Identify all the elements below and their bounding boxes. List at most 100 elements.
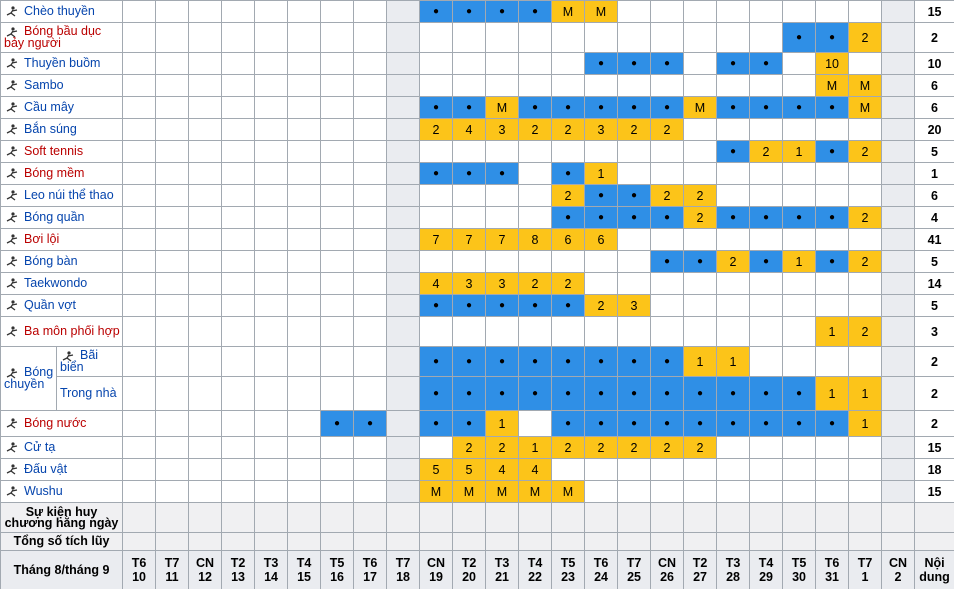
empty-cell [287, 532, 322, 551]
empty-cell [320, 96, 355, 119]
final-cell: 2 [716, 250, 751, 273]
empty-cell [221, 316, 256, 347]
empty-cell [584, 140, 619, 163]
sport-name[interactable]: Bắn súng [0, 118, 124, 141]
empty-cell [122, 74, 157, 97]
empty-cell [782, 532, 817, 551]
empty-cell [221, 480, 256, 503]
final-cell: 2 [551, 184, 586, 207]
empty-cell [320, 376, 355, 411]
event-cell: ● [749, 206, 784, 229]
empty-cell [419, 140, 454, 163]
event-total: 41 [914, 228, 954, 251]
empty-cell [122, 436, 157, 459]
sport-name[interactable]: Cầu mây [0, 96, 124, 119]
summary-label: Tổng số tích lũy [0, 532, 124, 551]
sport-name[interactable]: Soft tennis [0, 140, 124, 163]
day-number: 25 [627, 570, 641, 584]
empty-cell [683, 22, 718, 53]
sport-name[interactable]: Bóng bầu dục bảy người [0, 22, 124, 53]
final-cell: 2 [650, 184, 685, 207]
empty-cell [287, 272, 322, 295]
empty-cell [617, 480, 652, 503]
empty-cell [122, 410, 157, 437]
empty-cell [452, 140, 487, 163]
sport-name[interactable]: Wushu [0, 480, 124, 503]
empty-cell [914, 502, 954, 533]
empty-cell [749, 162, 784, 185]
sport-group[interactable]: Bóng chuyền [0, 346, 57, 411]
empty-cell [617, 272, 652, 295]
final-cell: 3 [485, 272, 520, 295]
empty-cell [287, 52, 322, 75]
sport-icon [6, 190, 18, 201]
empty-cell [155, 480, 190, 503]
empty-cell [617, 74, 652, 97]
sport-name[interactable]: Chèo thuyền [0, 0, 124, 23]
event-cell: ● [485, 0, 520, 23]
day-header: CN 2 [881, 550, 916, 589]
day-number: 24 [594, 570, 608, 584]
event-cell: ● [749, 376, 784, 411]
event-cell: ● [782, 96, 817, 119]
sport-name[interactable]: Bóng nước [0, 410, 124, 437]
sport-name[interactable]: Bóng bàn [0, 250, 124, 273]
final-cell: 2 [683, 206, 718, 229]
empty-cell [749, 458, 784, 481]
day-header: T5 23 [551, 550, 586, 589]
empty-cell [254, 0, 289, 23]
event-cell: ● [749, 250, 784, 273]
event-cell: ● [782, 206, 817, 229]
sport-name[interactable]: Quần vợt [0, 294, 124, 317]
empty-cell [122, 162, 157, 185]
empty-cell [485, 184, 520, 207]
empty-cell [188, 162, 223, 185]
sport-name[interactable]: Đấu vật [0, 458, 124, 481]
final-cell: M [518, 480, 553, 503]
sport-name[interactable]: Ba môn phối hợp [0, 316, 124, 347]
day-header: CN 12 [188, 550, 223, 589]
event-cell: ● [617, 410, 652, 437]
empty-cell [353, 294, 388, 317]
sport-name[interactable]: Taekwondo [0, 272, 124, 295]
final-cell: M [419, 480, 454, 503]
final-cell: 1 [848, 410, 883, 437]
empty-cell [485, 250, 520, 273]
empty-cell [881, 502, 916, 533]
final-cell: 2 [584, 294, 619, 317]
sport-name[interactable]: Trong nhà [55, 376, 124, 411]
sport-name[interactable]: Bóng mềm [0, 162, 124, 185]
sport-name[interactable]: Bãi biển [55, 346, 124, 377]
event-cell: ● [419, 96, 454, 119]
sport-icon [6, 146, 18, 157]
final-cell: 2 [683, 184, 718, 207]
day-header: T7 1 [848, 550, 883, 589]
empty-cell [287, 184, 322, 207]
empty-cell [122, 228, 157, 251]
day-number: 30 [792, 570, 806, 584]
day-number: 12 [198, 570, 212, 584]
sport-name[interactable]: Cử tạ [0, 436, 124, 459]
empty-cell [221, 436, 256, 459]
sport-name[interactable]: Sambo [0, 74, 124, 97]
empty-cell [848, 532, 883, 551]
sport-name[interactable]: Leo núi thể thao [0, 184, 124, 207]
sport-name[interactable]: Bơi lội [0, 228, 124, 251]
empty-cell [881, 480, 916, 503]
empty-cell [485, 532, 520, 551]
day-number: 14 [264, 570, 278, 584]
final-cell: 2 [650, 118, 685, 141]
sport-name[interactable]: Thuyền buồm [0, 52, 124, 75]
empty-cell [848, 162, 883, 185]
empty-cell [551, 316, 586, 347]
event-cell: ● [452, 410, 487, 437]
empty-cell [881, 0, 916, 23]
day-header: T7 25 [617, 550, 652, 589]
sport-row: Leo núi thể thao 2 ● ● 2 2 6 [0, 184, 954, 207]
sport-subname: Trong nhà [60, 386, 117, 400]
sport-name[interactable]: Bóng quần [0, 206, 124, 229]
day-header: CN 19 [419, 550, 454, 589]
empty-cell [320, 162, 355, 185]
empty-cell [155, 410, 190, 437]
